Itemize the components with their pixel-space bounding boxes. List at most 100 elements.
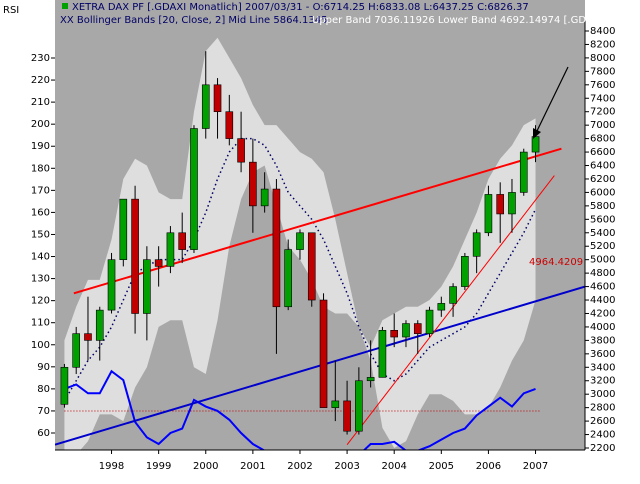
- candle-body: [60, 366, 69, 405]
- y2-tick-label: 150: [31, 229, 50, 240]
- y2-tick-label: 80: [37, 384, 50, 395]
- candle-body: [425, 309, 434, 334]
- y2-tick-label: 180: [31, 163, 50, 174]
- y-tick-label: 3000: [590, 389, 615, 400]
- candle-body: [95, 309, 104, 341]
- x-tick-label: 2006: [476, 461, 501, 472]
- y2-tick-label: 220: [31, 75, 50, 86]
- candle-body: [225, 111, 234, 139]
- y-tick-label: 2800: [590, 403, 615, 414]
- y-tick-label: 3400: [590, 362, 615, 373]
- x-tick-label: 1999: [146, 461, 171, 472]
- y-tick-label: 7600: [590, 80, 615, 91]
- y-tick-label: 7200: [590, 107, 615, 118]
- candle-body: [119, 198, 128, 260]
- candle-body: [366, 377, 375, 382]
- price-label: 4964.4209: [529, 257, 583, 268]
- candle-body: [107, 259, 116, 311]
- indicator-header: XX Bollinger Bands [20, Close, 2] Mid Li…: [60, 15, 327, 26]
- y-tick-label: 7400: [590, 93, 615, 104]
- candle-body: [378, 329, 387, 378]
- y-tick-label: 6600: [590, 147, 615, 158]
- y-tick-label: 3600: [590, 349, 615, 360]
- arrow-head: [533, 128, 541, 139]
- candle-body: [343, 400, 351, 432]
- y2-tick-label: 60: [37, 428, 50, 439]
- y-tick-label: 5600: [590, 214, 615, 225]
- rsi-line: [64, 369, 536, 450]
- y2-tick-label: 160: [31, 207, 50, 218]
- y-tick-label: 8400: [590, 26, 615, 37]
- y2-tick-label: 190: [31, 141, 50, 152]
- y-tick-label: 2200: [590, 443, 615, 454]
- y-tick-label: 2400: [590, 430, 615, 441]
- x-tick-label: 2004: [381, 461, 406, 472]
- y-tick-label: 5000: [590, 255, 615, 266]
- y-tick-label: 2600: [590, 416, 615, 427]
- x-tick-label: 2003: [334, 461, 359, 472]
- y2-tick-label: 120: [31, 296, 50, 307]
- header: XETRA DAX PF [.GDAXI Monatlich] 2007/03/…: [72, 2, 529, 13]
- candle-body: [355, 380, 363, 432]
- y-tick-label: 6400: [590, 161, 615, 172]
- x-tick-label: 2000: [193, 461, 218, 472]
- y2-tick-label: 200: [31, 119, 50, 130]
- candle-body: [213, 84, 222, 113]
- bollinger-mid: [63, 137, 537, 402]
- x-tick-label: 2001: [240, 461, 265, 472]
- trend-line: [346, 175, 555, 445]
- candle-body: [472, 232, 481, 257]
- candle-body: [437, 303, 446, 311]
- y2-tick-label: 110: [31, 318, 50, 329]
- candle-body: [519, 151, 528, 193]
- candle-body: [390, 329, 399, 338]
- candle-body: [331, 400, 340, 408]
- candle-body: [508, 192, 516, 215]
- arrow: [535, 66, 569, 134]
- axes: 2200 2400 2600 2800 3000 3200 3400 3600 3800 4000…: [31, 20, 615, 472]
- y-tick-label: 4400: [590, 295, 615, 306]
- candle-body: [84, 333, 92, 341]
- y-tick-label: 6800: [590, 134, 615, 145]
- candle-body: [461, 256, 469, 287]
- y2-tick-label: 100: [31, 340, 50, 351]
- y-tick-label: 8200: [590, 39, 615, 50]
- y-tick-label: 5800: [590, 201, 615, 212]
- y-tick-label: 4000: [590, 322, 615, 333]
- series-icon: [62, 3, 68, 9]
- y2-tick-label: 90: [37, 362, 50, 373]
- candle-body: [249, 161, 257, 207]
- x-tick-label: 2002: [287, 461, 312, 472]
- candle-body: [484, 194, 493, 234]
- candle-body: [449, 286, 457, 304]
- y-tick-label: 6200: [590, 174, 615, 185]
- candle-body: [296, 232, 304, 250]
- y-tick-label: 5200: [590, 241, 615, 252]
- candle-body: [72, 333, 80, 368]
- candle-body: [166, 232, 175, 267]
- y2-tick-label: 70: [37, 406, 50, 417]
- candle-body: [319, 299, 328, 408]
- candle-body: [307, 232, 316, 301]
- y2-tick-label: 130: [31, 274, 50, 285]
- rsi-title: RSI: [3, 5, 19, 16]
- y-tick-label: 8000: [590, 53, 615, 64]
- y-tick-label: 4600: [590, 282, 615, 293]
- plot: 4964.4209: [55, 37, 585, 450]
- y-tick-label: 3200: [590, 376, 615, 387]
- candle-body: [201, 84, 210, 129]
- candle-body: [284, 249, 293, 308]
- candle-body: [260, 188, 269, 207]
- candle-body: [272, 188, 281, 308]
- candle-body: [131, 198, 139, 314]
- candle-body: [402, 323, 410, 338]
- indicator-values: Upper Band 7036.11926 Lower Band 4692.14…: [312, 15, 600, 26]
- candle-body: [143, 259, 151, 314]
- candle-body: [237, 138, 245, 163]
- x-tick-label: 2005: [429, 461, 454, 472]
- x-tick-label: 2007: [523, 461, 548, 472]
- y2-tick-label: 230: [31, 53, 50, 64]
- y-tick-label: 3800: [590, 335, 615, 346]
- y-tick-label: 7000: [590, 120, 615, 131]
